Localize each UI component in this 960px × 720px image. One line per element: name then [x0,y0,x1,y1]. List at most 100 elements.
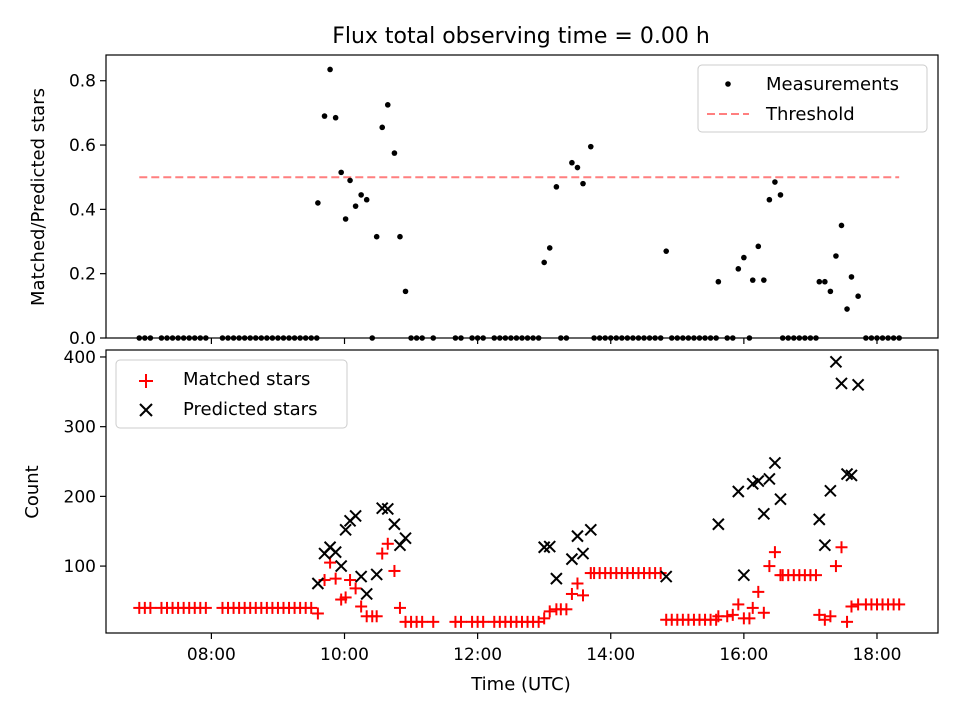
matched-star-point [726,608,739,621]
matched-star-point [893,598,906,611]
ratio-y-tick-label: 0.2 [69,265,96,285]
legend-predicted-marker [139,403,153,417]
predicted-star-point [732,485,745,498]
measurement-point [833,253,839,259]
measurement-point [749,277,756,283]
matched-star-point [477,615,490,628]
matched-star-point [841,615,854,628]
predicted-star-point [768,456,782,470]
predicted-star-point [543,540,556,553]
measurement-point [663,248,670,254]
predicted-star-point [576,547,590,560]
count-x-tick-label: 12:00 [453,645,502,665]
measurement-point [327,66,333,73]
predicted-star-point [311,577,325,590]
measurement-point [338,169,344,176]
matched-star-point [381,537,394,550]
predicted-star-point [349,509,362,523]
measurement-point [569,159,575,166]
ratio-y-axis-label: Matched/Predicted stars [28,88,49,306]
matched-star-point [388,564,401,577]
measurement-point [855,293,861,299]
ratio-plot-frame [105,54,939,339]
count-plot-frame [105,349,939,634]
measurement-point [332,114,339,121]
matched-star-point [809,569,822,582]
count-x-tick-label: 18:00 [852,645,901,665]
matched-star-point [835,541,848,554]
predicted-star-point [752,474,765,488]
measurement-point [315,200,321,206]
predicted-star-point [584,523,597,537]
matched-star-point [743,612,756,625]
predicted-star-point [845,469,858,482]
matched-star-point [768,546,781,559]
ratio-panel: 0.00.20.40.60.8 Matched/Predicted stars … [28,54,939,349]
count-x-axis-label: Time (UTC) [470,674,571,695]
matched-stars-series [133,537,906,628]
matched-star-point [757,606,770,619]
predicted-star-point [565,552,579,566]
matched-star-point [538,612,551,625]
ratio-y-axis: 0.0 0.2 0.4 0.6 0.8 [69,72,106,349]
ratio-legend: Measurements Threshold [697,64,928,133]
count-y-axis-label: Count [22,465,43,518]
measurement-point [397,233,403,240]
count-legend-box [115,359,348,429]
matched-star-point [199,601,212,614]
measurement-point [735,266,742,272]
matched-star-point [329,572,342,585]
predicted-star-point [840,467,854,481]
ratio-legend-box [697,64,928,133]
predicted-star-point [774,492,787,506]
matched-star-point [560,603,573,616]
legend-measurements-marker [725,81,731,87]
count-x-tick-label: 14:00 [586,645,635,665]
measurement-point [384,102,391,108]
measurement-point [352,203,359,209]
matched-star-point [339,591,352,604]
matched-star-point [311,607,324,620]
legend-threshold-label: Threshold [765,104,855,125]
matched-star-point [721,610,734,623]
predicted-star-point [388,518,401,531]
measurement-point [574,164,581,171]
measurement-point [822,278,828,285]
matched-star-point [393,601,406,614]
count-y-tick-label: 100 [64,557,96,577]
measurement-point [766,196,773,203]
matched-star-point [752,585,765,598]
measurement-point [541,259,547,266]
ratio-y-tick-label: 0.6 [69,136,96,156]
predicted-star-point [370,568,383,581]
measurement-point [347,177,353,184]
count-x-axis: 08:00 10:00 12:00 14:00 16:00 18:00 [187,633,901,665]
legend-matched-label: Matched stars [183,369,310,390]
measurement-point [741,254,747,261]
predicted-star-point [393,538,407,552]
matched-star-point [845,600,858,613]
ratio-y-tick-label: 0.4 [69,200,96,220]
predicted-star-point [813,513,826,526]
predicted-star-point [334,559,348,573]
count-y-tick-label: 200 [64,487,96,507]
count-legend: Matched stars Predicted stars [115,359,348,429]
legend-matched-marker [139,374,153,388]
ratio-y-tick-label: 0.8 [69,72,96,92]
count-y-tick-label: 400 [64,348,96,368]
matched-star-point [543,605,556,618]
count-y-axis: 100 200 300 400 [64,348,106,577]
ratio-y-tick-label: 0.0 [69,329,96,349]
predicted-star-point [329,545,342,559]
measurement-point [715,278,722,285]
figure-title: Flux total observing time = 0.00 h [332,24,710,49]
matched-star-point [732,598,745,611]
predicted-star-point [660,570,673,583]
predicted-star-point [360,587,373,601]
predicted-star-point [381,502,394,516]
matched-star-point [305,601,318,614]
count-x-tick-label: 16:00 [719,645,768,665]
predicted-star-point [757,507,771,521]
matched-star-point [344,574,357,587]
